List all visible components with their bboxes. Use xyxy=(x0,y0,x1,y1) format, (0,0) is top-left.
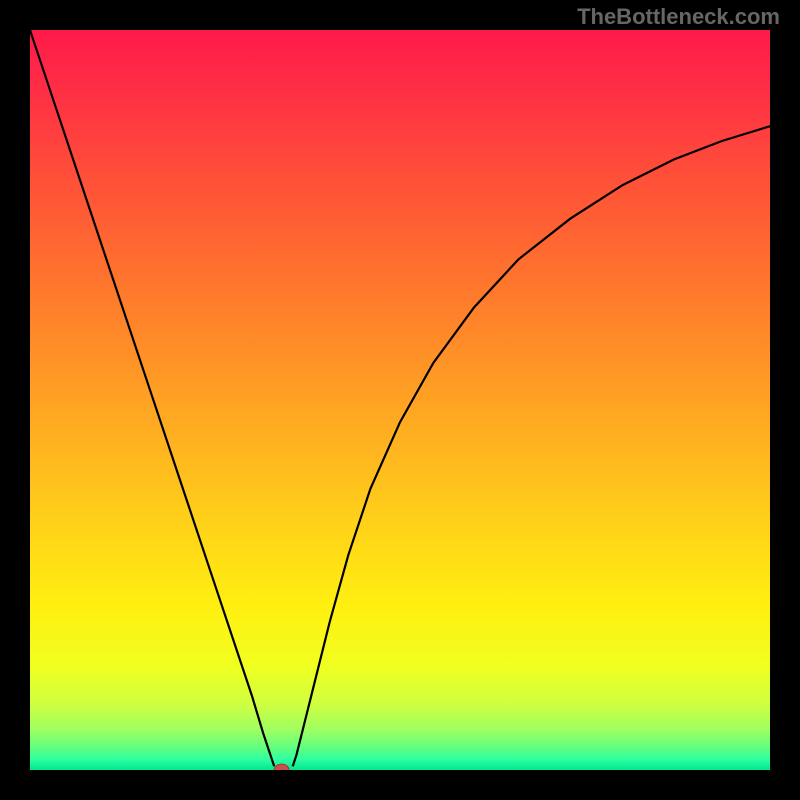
chart-container: TheBottleneck.com xyxy=(0,0,800,800)
plot-area xyxy=(30,30,770,770)
gradient-background xyxy=(30,30,770,770)
chart-svg xyxy=(30,30,770,770)
watermark-text: TheBottleneck.com xyxy=(577,4,780,30)
